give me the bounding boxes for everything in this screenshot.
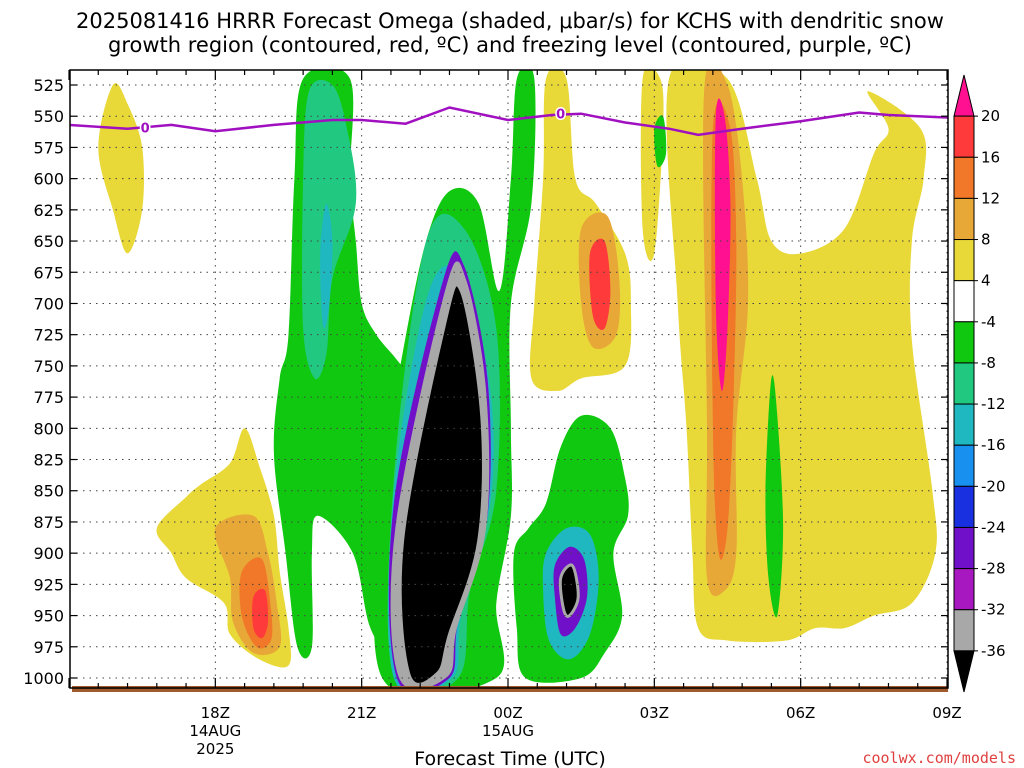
ground-strip	[72, 686, 948, 692]
colorbar-swatch-5	[953, 280, 975, 323]
y-tick-label-950: 950	[33, 607, 64, 626]
colorbar-label-12: -32	[981, 601, 1006, 619]
colorbar-swatch-1	[953, 115, 975, 158]
colorbar-swatch-bottom-arrow	[953, 650, 975, 693]
x-tick-label-06Z: 06Z	[786, 704, 815, 722]
y-tick-label-900: 900	[33, 544, 64, 563]
colorbar-swatch-10	[953, 485, 975, 528]
y-tick-label-650: 650	[33, 232, 64, 251]
colorbar-label-3: 8	[981, 231, 991, 249]
colorbar-label-10: -24	[981, 518, 1006, 536]
credit-text: coolwx.com/models	[862, 749, 1016, 767]
y-tick-label-625: 625	[33, 201, 64, 220]
y-tick-label-550: 550	[33, 107, 64, 126]
freezing-level-label-1: 0	[556, 108, 565, 123]
colorbar-label-11: -28	[981, 560, 1006, 578]
colorbar: 20 16 12 8 4 -4 -8 -12 -16 -20 -24 -28 -32 -36	[953, 74, 1006, 693]
y-axis-ticks: 525 550 575 600 625 650 675 700 725 750 775 800 825 8…	[23, 76, 948, 688]
colorbar-swatch-9	[953, 444, 975, 487]
x-axis-label: Forecast Time (UTC)	[414, 748, 605, 768]
y-tick-label-775: 775	[33, 388, 64, 407]
y-tick-label-800: 800	[33, 419, 64, 438]
x-tick-label-00Z: 00Z	[493, 704, 522, 722]
y-tick-label-925: 925	[33, 575, 64, 594]
x-tick-label-03Z: 03Z	[640, 704, 669, 722]
omega-region-7	[320, 203, 333, 329]
y-tick-label-700: 700	[33, 294, 64, 313]
y-tick-label-525: 525	[33, 76, 64, 95]
colorbar-swatch-top-arrow	[953, 74, 975, 117]
colorbar-label-0: 20	[981, 107, 1000, 125]
y-tick-label-575: 575	[33, 138, 64, 157]
colorbar-label-13: -36	[981, 642, 1006, 660]
colorbar-label-2: 12	[981, 189, 1000, 207]
y-tick-label-725: 725	[33, 326, 64, 345]
y-tick-label-825: 825	[33, 451, 64, 470]
colorbar-swatch-7	[953, 362, 975, 405]
omega-region-17	[558, 563, 580, 618]
colorbar-label-1: 16	[981, 148, 1000, 166]
freezing-level-line: 00	[70, 106, 948, 138]
chart-title-line-1: 2025081416 HRRR Forecast Omega (shaded, …	[76, 9, 944, 33]
x-tick-label-21Z: 21Z	[347, 704, 376, 722]
x-tick-year-18Z: 2025	[196, 740, 234, 758]
omega-region-26	[640, 70, 664, 261]
colorbar-label-7: -12	[981, 395, 1006, 413]
plot-frame	[69, 69, 949, 689]
x-tick-date-18Z: 14AUG	[189, 722, 241, 740]
colorbar-swatch-12	[953, 568, 975, 611]
colorbar-label-5: -4	[981, 313, 996, 331]
colorbar-label-6: -8	[981, 354, 996, 372]
x-tick-label-09Z: 09Z	[932, 704, 961, 722]
omega-region-25	[765, 375, 784, 618]
freezing-level-label-0: 0	[141, 121, 150, 136]
colorbar-swatch-2	[953, 156, 975, 199]
colorbar-swatch-3	[953, 197, 975, 241]
y-tick-label-975: 975	[33, 638, 64, 657]
omega-region-0	[98, 83, 144, 254]
y-tick-label-750: 750	[33, 357, 64, 376]
colorbar-label-8: -16	[981, 436, 1006, 454]
y-tick-label-600: 600	[33, 170, 64, 189]
y-tick-label-1000: 1000	[23, 669, 64, 688]
colorbar-swatch-4	[953, 239, 975, 282]
omega-region-27	[654, 115, 667, 168]
y-tick-label-675: 675	[33, 263, 64, 282]
omega-shaded-fields	[98, 70, 937, 688]
omega-region-4	[252, 588, 269, 639]
omega-region-24	[714, 98, 731, 392]
colorbar-label-4: 4	[981, 272, 991, 290]
plot-grid	[70, 70, 948, 688]
colorbar-label-9: -20	[981, 477, 1006, 495]
chart-title-line-2: growth region (contoured, red, ºC) and f…	[108, 33, 912, 57]
colorbar-swatch-6	[953, 321, 975, 364]
colorbar-swatch-8	[953, 403, 975, 446]
colorbar-swatch-13	[953, 609, 975, 652]
colorbar-swatch-11	[953, 526, 975, 570]
y-tick-label-850: 850	[33, 482, 64, 501]
x-tick-date-00Z: 15AUG	[482, 722, 534, 740]
omega-region-20	[589, 238, 611, 330]
freezing-level-contour	[70, 106, 948, 137]
x-tick-label-18Z: 18Z	[201, 704, 230, 722]
y-tick-label-875: 875	[33, 513, 64, 532]
